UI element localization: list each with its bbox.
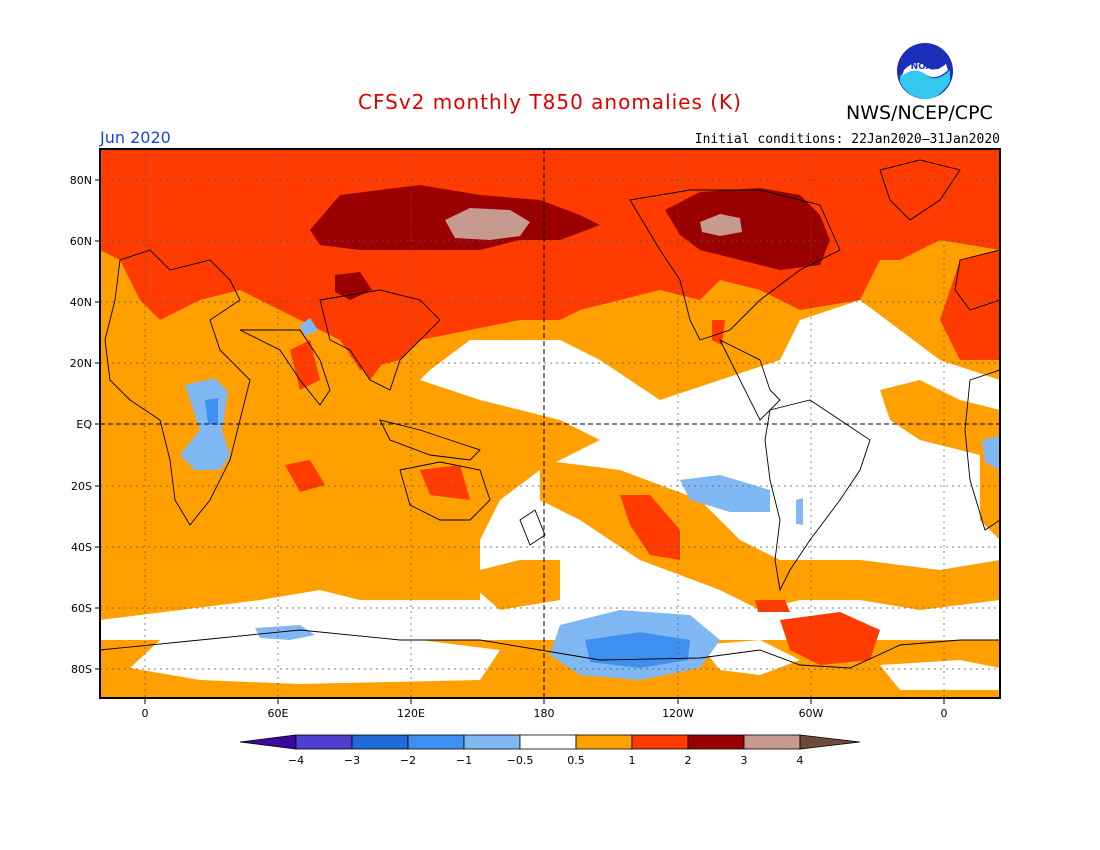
lon-label: 120W	[662, 707, 694, 720]
lat-label: 80S	[71, 663, 92, 676]
initial-conditions: Initial conditions: 22Jan2020–31Jan2020	[694, 132, 1000, 147]
lon-label: 0	[941, 707, 948, 720]
agency-label: NWS/NCEP/CPC	[846, 102, 993, 124]
lat-label: 80N	[70, 174, 92, 187]
lon-label: 180	[534, 707, 555, 720]
neutral-antarctic	[130, 630, 1000, 690]
lat-label: EQ	[76, 418, 92, 431]
colorbar-tick-label: 0.5	[567, 754, 585, 767]
lat-label: 60N	[70, 235, 92, 248]
lon-label: 60E	[268, 707, 289, 720]
colorbar-tick-label: 4	[797, 754, 804, 767]
colorbar-bin	[351, 734, 409, 750]
map-title: CFSv2 monthly T850 anomalies (K)	[358, 90, 742, 114]
colorbar-tick-label: 1	[629, 754, 636, 767]
colorbar-bin	[519, 734, 577, 750]
graticule	[100, 149, 1000, 698]
lat-label: 20S	[71, 480, 92, 493]
lat-label: 20N	[70, 357, 92, 370]
colorbar-tick-label: −2	[400, 754, 416, 767]
colorbar: −4 −3 −2 −1 −0.5 0.5 1 2 3 4	[239, 734, 861, 767]
lat-label: 60S	[71, 602, 92, 615]
latitude-labels: 80N 60N 40N 20N EQ 20S 40S 60S 80S	[70, 174, 93, 676]
colorbar-bin	[575, 734, 633, 750]
colorbar-bin	[463, 734, 521, 750]
lat-label: 40S	[71, 541, 92, 554]
lon-label: 0	[142, 707, 149, 720]
axis-ticks	[95, 179, 945, 704]
lon-label: 60W	[799, 707, 824, 720]
colorbar-tick-label: −1	[456, 754, 472, 767]
noaa-logo: NOAA	[894, 40, 956, 102]
colorbar-bin	[743, 734, 801, 750]
colorbar-bin	[687, 734, 745, 750]
forecast-period: Jun 2020	[100, 128, 171, 147]
longitude-labels: 0 60E 120E 180 120W 60W 0	[142, 707, 948, 720]
reference-lines	[100, 149, 1000, 698]
coastlines	[100, 159, 1000, 669]
colorbar-tick-label: 2	[685, 754, 692, 767]
colorbar-bin	[295, 734, 353, 750]
colorbar-bin	[407, 734, 465, 750]
noaa-logo-text: NOAA	[911, 62, 940, 72]
colorbar-tick-label: −0.5	[507, 754, 534, 767]
anomaly-3-4	[445, 208, 742, 240]
colorbar-arrow-high	[799, 734, 861, 750]
lon-label: 120E	[397, 707, 425, 720]
anomaly-field	[100, 149, 1000, 698]
colorbar-tick-label: −4	[288, 754, 304, 767]
colorbar-arrow-low	[239, 734, 297, 750]
colorbar-tick-label: −3	[344, 754, 360, 767]
colorbar-bin	[631, 734, 689, 750]
colorbar-tick-label: 3	[741, 754, 748, 767]
lat-label: 40N	[70, 296, 92, 309]
